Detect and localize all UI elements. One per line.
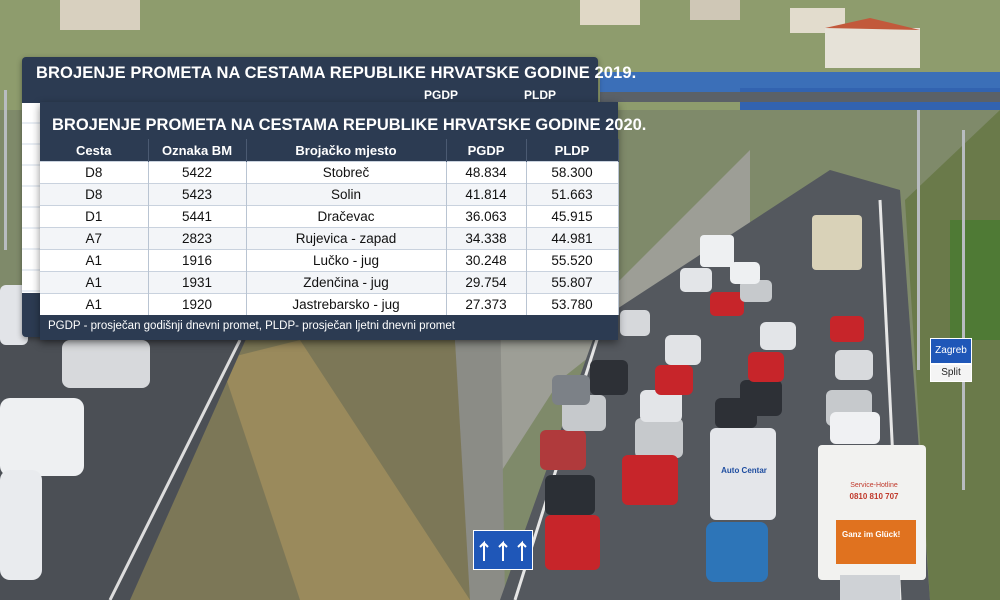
col-header-brojacko-mjesto: Brojačko mjesto — [246, 139, 447, 162]
table-2019-rows-edge — [22, 103, 40, 293]
cell-oznaka-bm: 1920 — [148, 293, 247, 315]
traffic-data-table: Cesta Oznaka BM Brojačko mjesto PGDP PLD… — [40, 139, 619, 315]
col-header-oznaka-bm: Oznaka BM — [148, 139, 247, 162]
cell-brojacko-mjesto: Stobreč — [246, 161, 447, 184]
cell-oznaka-bm: 5423 — [148, 183, 247, 206]
table-2020-title: BROJENJE PROMETA NA CESTAMA REPUBLIKE HR… — [52, 116, 647, 134]
cell-oznaka-bm: 1931 — [148, 271, 247, 294]
van-brand-text: Auto Centar — [721, 466, 767, 475]
direction-sign-split: Split — [930, 364, 972, 382]
cell-cesta: A1 — [40, 271, 149, 294]
table-row: A1 1920 Jastrebarsko - jug 27.373 53.780 — [40, 293, 619, 315]
table-footnote: PGDP - prosječan godišnji dnevni promet,… — [48, 320, 455, 332]
cell-pgdp: 27.373 — [446, 293, 527, 315]
table-row: A7 2823 Rujevica - zapad 34.338 44.981 — [40, 227, 619, 250]
cell-pgdp: 34.338 — [446, 227, 527, 250]
truck-phone-text: 0810 810 707 — [849, 492, 899, 501]
table-row: A1 1916 Lučko - jug 30.248 55.520 — [40, 249, 619, 272]
cell-brojacko-mjesto: Solin — [246, 183, 447, 206]
cell-cesta: A1 — [40, 293, 149, 315]
lane-sign — [473, 530, 533, 570]
cell-brojacko-mjesto: Zdenčina - jug — [246, 271, 447, 294]
cell-pldp: 45.915 — [526, 205, 619, 228]
cell-pldp: 53.780 — [526, 293, 619, 315]
cell-oznaka-bm: 5441 — [148, 205, 247, 228]
cell-oznaka-bm: 2823 — [148, 227, 247, 250]
cell-cesta: A1 — [40, 249, 149, 272]
sign-label-zagreb: Zagreb — [935, 345, 967, 356]
col-header-pldp: PLDP — [526, 139, 619, 162]
cell-pgdp: 29.754 — [446, 271, 527, 294]
cell-oznaka-bm: 5422 — [148, 161, 247, 184]
cell-pldp: 44.981 — [526, 227, 619, 250]
col-header-pgdp: PGDP — [446, 139, 527, 162]
col-header-cesta: Cesta — [40, 139, 149, 162]
cell-pldp: 58.300 — [526, 161, 619, 184]
cell-pgdp: 36.063 — [446, 205, 527, 228]
table-row: D8 5423 Solin 41.814 51.663 — [40, 183, 619, 206]
cell-brojacko-mjesto: Rujevica - zapad — [246, 227, 447, 250]
traffic-table-2020: BROJENJE PROMETA NA CESTAMA REPUBLIKE HR… — [40, 102, 646, 340]
truck-slogan-text: Ganz im Glück! — [842, 530, 901, 539]
table-row: D1 5441 Dračevac 36.063 45.915 — [40, 205, 619, 228]
cell-pgdp: 30.248 — [446, 249, 527, 272]
table-row: A1 1931 Zdenčina - jug 29.754 55.807 — [40, 271, 619, 294]
cell-pldp: 55.520 — [526, 249, 619, 272]
cell-cesta: D1 — [40, 205, 149, 228]
cell-brojacko-mjesto: Lučko - jug — [246, 249, 447, 272]
cell-brojacko-mjesto: Jastrebarsko - jug — [246, 293, 447, 315]
cell-cesta: D8 — [40, 161, 149, 184]
table-2019-col-pldp: PLDP — [524, 88, 557, 102]
table-2019-col-pgdp: PGDP — [424, 88, 459, 102]
cell-pldp: 55.807 — [526, 271, 619, 294]
cell-pgdp: 41.814 — [446, 183, 527, 206]
cell-brojacko-mjesto: Dračevac — [246, 205, 447, 228]
lane-arrows-icon — [479, 540, 527, 561]
sign-label-split: Split — [941, 367, 961, 378]
cell-cesta: A7 — [40, 227, 149, 250]
truck-service-text: Service-Hotline — [850, 482, 898, 489]
cell-cesta: D8 — [40, 183, 149, 206]
table-row: D8 5422 Stobreč 48.834 58.300 — [40, 161, 619, 184]
table-header-row: Cesta Oznaka BM Brojačko mjesto PGDP PLD… — [40, 139, 619, 162]
direction-sign-zagreb: Zagreb — [930, 338, 972, 364]
cell-pldp: 51.663 — [526, 183, 619, 206]
table-2019-title: BROJENJE PROMETA NA CESTAMA REPUBLIKE HR… — [36, 64, 637, 82]
cell-oznaka-bm: 1916 — [148, 249, 247, 272]
cell-pgdp: 48.834 — [446, 161, 527, 184]
